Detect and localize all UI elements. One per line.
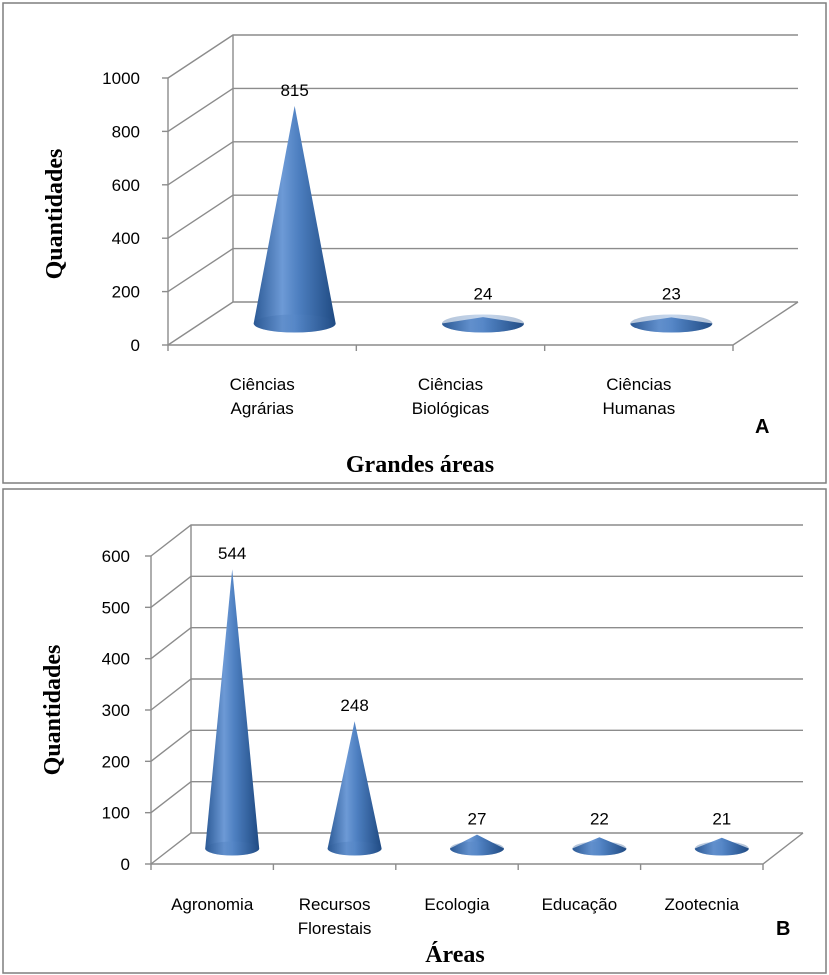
data-labels-b: 544 248 27 22 21 [218,544,731,828]
y-tick-labels-b: 0 100 200 300 400 500 600 [102,547,130,874]
category-label: Ciências [418,375,483,394]
category-label: Florestais [298,919,372,938]
chart-panel-b: 0 100 200 300 400 500 600 544 248 27 22 21 Agronom… [40,524,804,968]
cone-base [205,841,260,856]
gridline [150,575,803,608]
chart-panel-a: 0 200 400 600 800 1000 815 24 23 Ciências Agrári… [42,34,799,478]
gridline [167,141,798,186]
cone-body [253,105,336,333]
cone-mark [442,314,524,333]
category-labels-b: Agronomia Recursos Florestais Ecologia Educa… [171,895,740,938]
y-tick-label: 300 [102,701,130,720]
gridline [167,34,798,79]
category-label: Recursos [299,895,371,914]
category-label: Biológicas [412,399,490,418]
data-label: 24 [474,285,493,304]
cone-base [630,314,713,333]
panel-label-b: B [776,918,790,940]
cone-body [327,721,382,856]
cone-base [327,841,382,856]
category-label: Agrárias [231,399,294,418]
y-tick-label: 0 [121,855,130,874]
gridline [150,678,803,711]
y-tick-label: 600 [112,176,140,195]
gridline [167,194,798,239]
y-tick-labels-a: 0 200 400 600 800 1000 [102,69,140,355]
category-label: Zootecnia [664,895,739,914]
axis-a [162,77,799,351]
data-label: 21 [712,810,731,829]
gridlines-a [167,34,798,346]
x-axis-title-b: Áreas [425,942,485,968]
data-label: 815 [280,81,308,100]
cone-mark [253,105,336,333]
y-tick-label: 400 [102,650,130,669]
y-tick-label: 200 [112,283,140,302]
cone-base [253,314,336,333]
cone-base [572,841,627,856]
y-tick-label: 1000 [102,69,140,88]
data-label: 248 [340,696,368,715]
data-label: 544 [218,544,246,563]
y-tick-label: 0 [131,336,140,355]
cone-base [442,314,524,333]
category-label: Agronomia [171,895,254,914]
panel-label-a: A [755,416,769,438]
cone-mark [694,837,749,856]
y-axis-title-b: Quantidades [40,645,66,776]
cone-mark [450,834,504,856]
cone-mark [572,837,627,856]
cone-base [694,841,749,856]
side-wall [167,35,234,345]
data-label: 23 [662,285,681,304]
y-axis-title-a: Quantidades [42,149,68,280]
cones-a [253,105,713,333]
category-label: Ciências [606,375,671,394]
y-tick-label: 500 [102,598,130,617]
y-tick-label: 800 [112,122,140,141]
gridline [150,524,803,557]
category-label: Humanas [602,399,675,418]
cones-b [205,569,749,856]
gridline [167,87,798,132]
data-labels-a: 815 24 23 [280,81,680,304]
cone-mark [327,721,382,856]
cone-mark [205,569,260,856]
cone-body [205,569,260,856]
axis-b [145,555,804,870]
panel-b-frame [2,488,827,974]
gridline [150,626,803,660]
y-tick-label: 400 [112,229,140,248]
y-tick-label: 100 [102,804,130,823]
cone-base [450,841,504,856]
category-label: Educação [542,895,618,914]
x-axis-title-a: Grandes áreas [346,452,494,478]
category-labels-a: Ciências Agrárias Ciências Biológicas Ciênci… [230,375,676,418]
data-label: 27 [468,810,487,829]
category-label: Ciências [230,375,295,394]
panel-a-frame [2,2,827,484]
cone-mark [630,314,713,333]
data-label: 22 [590,810,609,829]
category-label: Ecologia [424,895,490,914]
y-tick-label: 600 [102,547,130,566]
y-tick-label: 200 [102,752,130,771]
